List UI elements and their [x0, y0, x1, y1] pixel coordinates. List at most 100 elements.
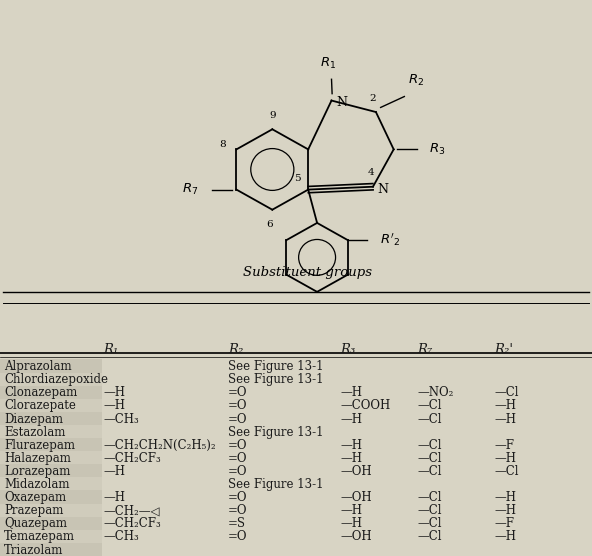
Text: —Cl: —Cl: [417, 517, 442, 530]
Text: —H: —H: [494, 413, 516, 425]
Text: —H: —H: [104, 465, 126, 478]
Bar: [0, 373, 102, 386]
Text: 4: 4: [367, 168, 374, 177]
Text: =O: =O: [228, 504, 247, 517]
Text: Clorazepate: Clorazepate: [4, 399, 76, 413]
Text: =O: =O: [228, 465, 247, 478]
Text: —Cl: —Cl: [417, 439, 442, 451]
Text: Temazepam: Temazepam: [4, 530, 75, 543]
Text: Substituent groups: Substituent groups: [243, 266, 372, 280]
Text: —NO₂: —NO₂: [417, 386, 453, 399]
Text: —CH₃: —CH₃: [104, 413, 139, 425]
Text: 9: 9: [269, 111, 276, 120]
Text: —Cl: —Cl: [417, 413, 442, 425]
Text: —H: —H: [494, 504, 516, 517]
Bar: [0, 464, 102, 478]
Text: —Cl: —Cl: [494, 386, 519, 399]
Bar: [0, 478, 102, 490]
Text: See Figure 13-1: See Figure 13-1: [228, 426, 323, 439]
Bar: [0, 425, 102, 438]
Text: R₂: R₂: [228, 343, 243, 356]
Text: —H: —H: [340, 452, 362, 465]
Text: =O: =O: [228, 413, 247, 425]
Text: R₂': R₂': [494, 343, 513, 356]
Text: —CH₂CF₃: —CH₂CF₃: [104, 452, 162, 465]
Text: Triazolam: Triazolam: [4, 544, 63, 556]
Text: =O: =O: [228, 439, 247, 451]
Text: —CH₃: —CH₃: [104, 530, 139, 543]
Text: —Cl: —Cl: [417, 491, 442, 504]
Text: —H: —H: [104, 399, 126, 413]
Text: =O: =O: [228, 386, 247, 399]
Text: —OH: —OH: [340, 530, 372, 543]
Bar: [0, 530, 102, 543]
Bar: [0, 504, 102, 517]
Text: $R_1$: $R_1$: [320, 56, 337, 71]
Text: —H: —H: [494, 452, 516, 465]
Text: —COOH: —COOH: [340, 399, 391, 413]
Text: See Figure 13-1: See Figure 13-1: [228, 360, 323, 373]
Bar: [0, 438, 102, 451]
Text: —H: —H: [340, 517, 362, 530]
Text: —F: —F: [494, 517, 514, 530]
Text: 5: 5: [294, 173, 301, 183]
Text: —CH₂CH₂N(C₂H₅)₂: —CH₂CH₂N(C₂H₅)₂: [104, 439, 216, 451]
Text: R₃: R₃: [340, 343, 356, 356]
Bar: [0, 412, 102, 425]
Text: Oxazepam: Oxazepam: [4, 491, 66, 504]
Text: Estazolam: Estazolam: [4, 426, 66, 439]
Text: $R_3$: $R_3$: [429, 142, 446, 157]
Text: Lorazepam: Lorazepam: [4, 465, 70, 478]
Text: 6: 6: [266, 220, 273, 229]
Text: —Cl: —Cl: [417, 530, 442, 543]
Bar: [0, 386, 102, 399]
Text: —H: —H: [104, 386, 126, 399]
Text: =S: =S: [228, 517, 246, 530]
Text: Prazepam: Prazepam: [4, 504, 63, 517]
Text: N: N: [378, 182, 389, 196]
Bar: [0, 543, 102, 556]
Bar: [0, 359, 102, 373]
Text: 8: 8: [219, 140, 226, 149]
Text: Quazepam: Quazepam: [4, 517, 67, 530]
Text: See Figure 13-1: See Figure 13-1: [228, 373, 323, 386]
Text: —H: —H: [104, 491, 126, 504]
Text: —H: —H: [340, 439, 362, 451]
Text: 2: 2: [369, 95, 377, 103]
Text: —Cl: —Cl: [417, 465, 442, 478]
Bar: [0, 399, 102, 412]
Text: —Cl: —Cl: [494, 465, 519, 478]
Text: —H: —H: [340, 504, 362, 517]
Text: —CH₂—◁: —CH₂—◁: [104, 504, 160, 517]
Text: R₇: R₇: [417, 343, 433, 356]
Text: Diazepam: Diazepam: [4, 413, 63, 425]
Text: $R_7$: $R_7$: [182, 182, 198, 197]
Text: =O: =O: [228, 452, 247, 465]
Text: Clonazepam: Clonazepam: [4, 386, 78, 399]
Text: —H: —H: [494, 491, 516, 504]
Text: —Cl: —Cl: [417, 504, 442, 517]
Text: —H: —H: [494, 399, 516, 413]
Bar: [0, 490, 102, 504]
Text: Chlordiazepoxide: Chlordiazepoxide: [4, 373, 108, 386]
Text: —F: —F: [494, 439, 514, 451]
Text: See Figure 13-1: See Figure 13-1: [228, 478, 323, 491]
Text: Flurazepam: Flurazepam: [4, 439, 75, 451]
Text: =O: =O: [228, 399, 247, 413]
Text: Midazolam: Midazolam: [4, 478, 70, 491]
Bar: [0, 451, 102, 464]
Text: —OH: —OH: [340, 465, 372, 478]
Text: —CH₂CF₃: —CH₂CF₃: [104, 517, 162, 530]
Text: N: N: [336, 96, 348, 109]
Text: —Cl: —Cl: [417, 452, 442, 465]
Text: —H: —H: [340, 413, 362, 425]
Text: $R'_2$: $R'_2$: [380, 232, 400, 249]
Text: =O: =O: [228, 530, 247, 543]
Text: —OH: —OH: [340, 491, 372, 504]
Bar: [0, 517, 102, 530]
Text: —Cl: —Cl: [417, 399, 442, 413]
Text: =O: =O: [228, 491, 247, 504]
Text: $R_2$: $R_2$: [408, 73, 424, 88]
Text: —H: —H: [494, 530, 516, 543]
Text: R₁: R₁: [104, 343, 119, 356]
